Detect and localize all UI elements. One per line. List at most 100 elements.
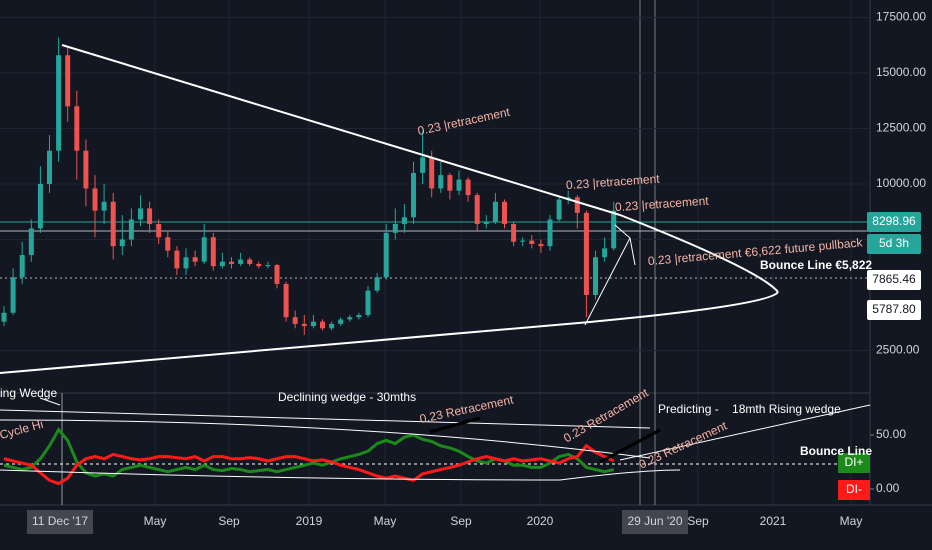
- annotation: 0.23 |retracement: [614, 194, 709, 215]
- candle-body: [338, 319, 344, 324]
- candle-body: [201, 237, 207, 262]
- x-tick-label: May: [840, 514, 863, 528]
- time-highlight: [622, 510, 688, 534]
- candle-body: [502, 201, 507, 224]
- candle-body: [347, 317, 353, 320]
- price-label: 8298.96: [872, 214, 916, 228]
- candle-body: [274, 265, 280, 284]
- candle-body: [265, 265, 271, 267]
- candle-body: [456, 179, 462, 191]
- y-tick-label: 15000.00: [876, 65, 926, 79]
- candle-body: [183, 257, 189, 269]
- candle-body: [247, 259, 253, 264]
- candle-body: [365, 290, 371, 315]
- price-label-box: [867, 212, 921, 232]
- candle-body: [401, 217, 407, 224]
- x-tick-label: 2021: [760, 514, 787, 528]
- y-tick-label: 17500.00: [876, 10, 926, 24]
- grid-vertical: [154, 0, 852, 505]
- candle-body: [556, 199, 562, 220]
- annotation: Bounce Line €5,822: [760, 258, 872, 272]
- annotation: 0.23 |retracement: [565, 172, 660, 193]
- annotation: Bounce Line: [800, 444, 872, 458]
- price-label: 5787.80: [872, 302, 916, 316]
- candle-body: [256, 263, 262, 267]
- annotation: Declining wedge - 30mths: [278, 390, 416, 404]
- trend-lines: [0, 224, 871, 481]
- candle-body: [329, 323, 335, 329]
- candle-body: [101, 201, 107, 211]
- candle-body: [356, 314, 362, 318]
- candle-body: [229, 261, 234, 264]
- legend-label: DI+: [844, 455, 863, 469]
- candle-body: [310, 321, 316, 327]
- candle-body: [65, 55, 71, 107]
- candle-body: [611, 210, 617, 249]
- y-tick-label: 0.00: [876, 481, 900, 495]
- candle-body: [420, 157, 426, 173]
- candle-body: [156, 223, 162, 238]
- candle-body: [83, 150, 89, 189]
- candle-body: [292, 317, 298, 324]
- price-label: 7865.46: [872, 272, 916, 286]
- wedge: [0, 44, 779, 374]
- candle-body: [474, 195, 480, 224]
- candle-body: [374, 277, 380, 291]
- candle-body: [165, 237, 171, 251]
- x-tick-label: May: [374, 514, 397, 528]
- candle-body: [438, 175, 444, 189]
- candle-body: [547, 219, 553, 247]
- candle-body: [74, 106, 80, 151]
- candle-body: [1, 312, 7, 322]
- candle-body: [19, 255, 25, 278]
- indicator-line: [3, 426, 615, 478]
- candle-body: [110, 201, 116, 247]
- candle-body: [465, 179, 471, 196]
- candle-body: [210, 237, 216, 267]
- legend-box: [838, 453, 870, 473]
- annotation: ing Wedge: [0, 386, 57, 400]
- candle-body: [147, 208, 153, 224]
- price-label-box: [867, 300, 921, 320]
- candle-body: [392, 223, 398, 233]
- candle-body: [483, 221, 489, 224]
- candle-body: [447, 175, 453, 191]
- x-tick-label: Sep: [450, 514, 472, 528]
- candle-body: [492, 201, 498, 222]
- indicator-line: [3, 443, 615, 486]
- candle-body: [92, 188, 98, 211]
- y-tick-label: 12500.00: [876, 121, 926, 135]
- candle-body: [429, 157, 435, 189]
- candle-body: [47, 150, 52, 184]
- candle-body: [37, 184, 43, 229]
- candle-body: [119, 239, 125, 247]
- x-tick-label: 29 Jun '20: [627, 514, 682, 528]
- candle-body: [583, 212, 589, 295]
- x-tick-label: May: [144, 514, 167, 528]
- candle-body: [593, 257, 598, 295]
- x-tick-label: 2020: [527, 514, 554, 528]
- candle-body: [383, 232, 389, 278]
- candle-body: [529, 240, 535, 244]
- candle-body: [301, 323, 307, 327]
- x-tick-label: Sep: [687, 514, 709, 528]
- candle-body: [138, 208, 143, 220]
- candle-body: [174, 250, 180, 269]
- legend-label: DI-: [846, 482, 862, 496]
- candle-body: [238, 259, 244, 264]
- trend-lines: [429, 416, 661, 464]
- candle-body: [320, 321, 325, 329]
- x-tick-label: 11 Dec '17: [32, 514, 88, 528]
- y-tick-label: 50.00: [876, 427, 906, 441]
- legend-box: [838, 480, 870, 500]
- price-label: 5d 3h: [879, 236, 909, 250]
- y-tick-label: 10000.00: [876, 176, 926, 190]
- x-tick-label: Sep: [218, 514, 240, 528]
- price-label-box: [867, 270, 921, 290]
- candle-body: [574, 197, 580, 213]
- candle-body: [411, 172, 416, 218]
- price-label-box: [867, 234, 921, 254]
- candle-body: [128, 219, 134, 240]
